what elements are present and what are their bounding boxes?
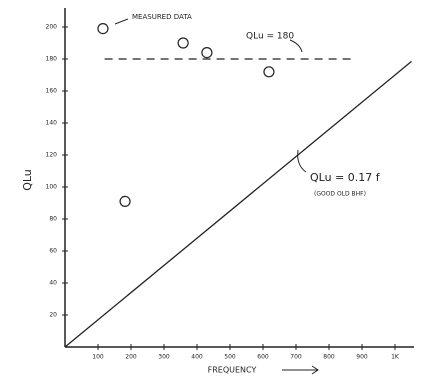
y-tick-label: 100 (46, 184, 58, 191)
x-tick-label: 1K (391, 354, 400, 361)
data-point (97, 23, 109, 35)
annotation-arrow (297, 149, 307, 173)
y-tick-label: 160 (46, 88, 58, 95)
y-tick-label: 60 (49, 248, 57, 255)
x-axis-label: FREQUENCY (208, 366, 257, 375)
fit-label: QLu = 0.17 f (310, 171, 381, 184)
reference-label: QLu = 180 (246, 32, 294, 42)
x-tick-label: 800 (323, 354, 335, 361)
data-point (201, 46, 213, 59)
y-tick-label: 140 (46, 120, 58, 127)
annotation-arrow (289, 39, 303, 53)
points-label: MEASURED DATA (132, 13, 192, 21)
x-tick-label: 100 (92, 354, 104, 361)
x-axis-arrow (282, 365, 319, 375)
y-tick-label: 180 (46, 56, 58, 63)
y-tick-label: 120 (46, 152, 58, 159)
y-axis-label: QLu (21, 169, 34, 191)
y-tick-label: 80 (49, 216, 57, 223)
data-point (263, 66, 275, 78)
y-tick-label: 200 (46, 24, 58, 31)
x-tick-label: 300 (158, 354, 170, 361)
x-tick-label: 400 (191, 354, 203, 361)
x-tick-label: 200 (125, 354, 137, 361)
fit-note: (GOOD OLD BHF) (314, 191, 366, 198)
annotation-arrow (114, 18, 129, 25)
fit-line (64, 60, 412, 348)
y-tick-label: 20 (49, 312, 57, 319)
data-point (119, 195, 131, 207)
x-tick-label: 700 (290, 354, 302, 361)
x-tick-label: 900 (356, 354, 368, 361)
x-tick-label: 600 (257, 354, 269, 361)
y-tick-label: 40 (49, 280, 57, 287)
data-point (177, 37, 189, 49)
x-tick-label: 500 (224, 354, 236, 361)
